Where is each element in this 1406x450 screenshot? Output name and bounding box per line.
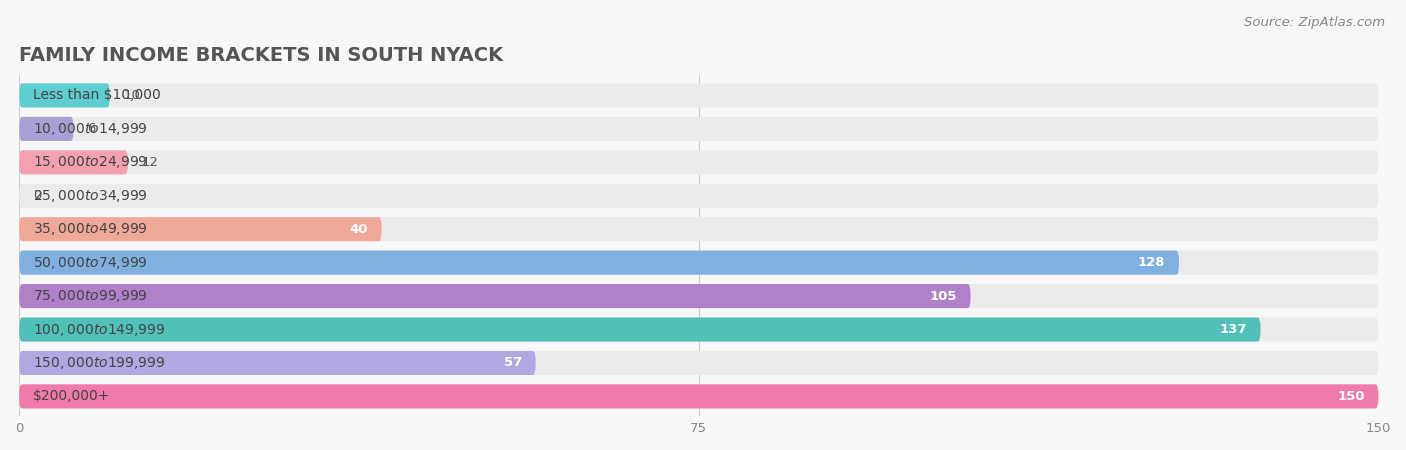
FancyBboxPatch shape [20,217,1378,241]
Text: $10,000 to $14,999: $10,000 to $14,999 [32,121,148,137]
Text: $200,000+: $200,000+ [32,389,110,403]
FancyBboxPatch shape [20,117,1378,141]
FancyBboxPatch shape [20,217,381,241]
Text: $75,000 to $99,999: $75,000 to $99,999 [32,288,148,304]
FancyBboxPatch shape [20,251,1180,274]
FancyBboxPatch shape [20,150,128,174]
Text: 10: 10 [124,89,141,102]
Text: 0: 0 [32,189,41,202]
Text: 150: 150 [1337,390,1365,403]
FancyBboxPatch shape [20,351,1378,375]
FancyBboxPatch shape [20,284,970,308]
Text: 128: 128 [1137,256,1166,269]
FancyBboxPatch shape [20,384,1378,409]
Text: $100,000 to $149,999: $100,000 to $149,999 [32,321,166,338]
FancyBboxPatch shape [20,351,536,375]
FancyBboxPatch shape [20,384,1378,409]
Text: $15,000 to $24,999: $15,000 to $24,999 [32,154,148,170]
FancyBboxPatch shape [20,251,1378,274]
FancyBboxPatch shape [20,284,1378,308]
FancyBboxPatch shape [20,83,1378,108]
Text: Less than $10,000: Less than $10,000 [32,89,160,103]
Text: $150,000 to $199,999: $150,000 to $199,999 [32,355,166,371]
FancyBboxPatch shape [20,117,73,141]
Text: 137: 137 [1219,323,1247,336]
FancyBboxPatch shape [20,317,1378,342]
Text: FAMILY INCOME BRACKETS IN SOUTH NYACK: FAMILY INCOME BRACKETS IN SOUTH NYACK [20,46,503,66]
Text: 12: 12 [142,156,159,169]
Text: 40: 40 [350,223,368,236]
Text: 105: 105 [929,289,957,302]
Text: $50,000 to $74,999: $50,000 to $74,999 [32,255,148,270]
Text: $35,000 to $49,999: $35,000 to $49,999 [32,221,148,237]
Text: $25,000 to $34,999: $25,000 to $34,999 [32,188,148,204]
Text: Source: ZipAtlas.com: Source: ZipAtlas.com [1244,16,1385,29]
Text: 57: 57 [503,356,522,369]
FancyBboxPatch shape [20,83,110,108]
Text: 6: 6 [87,122,96,135]
FancyBboxPatch shape [20,150,1378,174]
FancyBboxPatch shape [20,317,1261,342]
FancyBboxPatch shape [20,184,1378,208]
